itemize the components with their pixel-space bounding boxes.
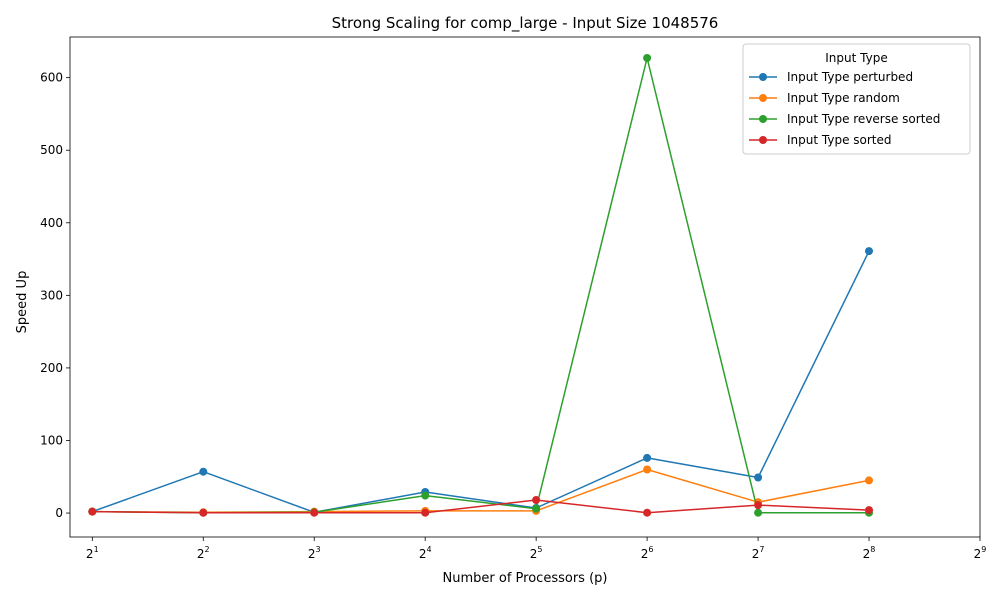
legend-marker	[759, 73, 767, 81]
y-tick-label: 400	[40, 216, 63, 230]
data-point	[754, 501, 763, 510]
legend-label: Input Type reverse sorted	[787, 112, 940, 126]
x-tick-label: 26	[641, 545, 654, 561]
data-point	[643, 54, 652, 62]
legend-label: Input Type sorted	[787, 133, 892, 147]
plot-area	[88, 54, 873, 517]
y-tick-label: 300	[40, 288, 63, 302]
data-point	[643, 453, 652, 462]
legend-item: Input Type sorted	[749, 133, 892, 147]
data-point	[532, 496, 541, 504]
data-point	[643, 465, 652, 474]
series-0	[88, 247, 873, 517]
x-tick-label: 25	[530, 545, 543, 561]
series-line	[92, 499, 870, 514]
data-point	[421, 491, 430, 500]
data-point	[88, 507, 97, 516]
y-tick-label: 100	[40, 433, 63, 447]
data-point	[199, 467, 208, 476]
y-axis-label: Speed Up	[15, 271, 30, 334]
legend-title: Input Type	[825, 51, 887, 65]
data-point	[310, 508, 319, 517]
legend-label: Input Type perturbed	[787, 70, 913, 84]
data-point	[865, 247, 873, 256]
x-tick-label: 27	[752, 545, 765, 561]
y-tick-label: 500	[40, 143, 63, 157]
data-point	[865, 476, 873, 485]
x-tick-label: 21	[86, 545, 99, 561]
y-tick-label: 200	[40, 361, 63, 375]
series-line	[92, 250, 870, 514]
legend-item: Input Type random	[749, 91, 900, 105]
legend-marker	[759, 115, 767, 123]
x-tick-label: 24	[419, 545, 432, 561]
y-tick-label: 0	[55, 506, 63, 520]
axes: 21 22 23 24 25 26 27 28 29 0 100 200 300 400 500 600	[40, 36, 987, 561]
legend-item: Input Type perturbed	[749, 70, 913, 84]
data-point	[421, 508, 430, 517]
legend-marker	[759, 136, 767, 144]
x-tick-label: 28	[863, 545, 876, 561]
data-point	[754, 473, 763, 482]
legend-item: Input Type reverse sorted	[749, 112, 940, 126]
legend-box	[742, 43, 971, 155]
data-point	[754, 508, 763, 517]
series-3	[88, 496, 873, 517]
x-tick-label: 22	[197, 545, 210, 561]
y-tick-label: 600	[40, 71, 63, 85]
legend: Input Type Input Type perturbed Input Type…	[742, 43, 971, 155]
x-axis-label: Number of Processors (p)	[443, 571, 608, 586]
x-tick-label: 23	[308, 545, 321, 561]
data-point	[865, 506, 873, 515]
legend-marker	[759, 94, 767, 102]
data-point	[643, 508, 652, 517]
data-point	[199, 508, 208, 517]
plot-frame	[69, 36, 981, 538]
x-tick-label: 29	[974, 545, 987, 561]
legend-label: Input Type random	[787, 91, 900, 105]
data-point	[532, 504, 541, 513]
chart-title: Strong Scaling for comp_large - Input Si…	[332, 14, 719, 33]
